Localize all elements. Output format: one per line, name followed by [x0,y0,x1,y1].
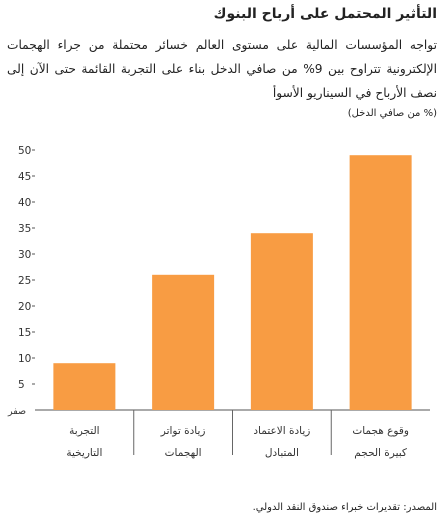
y-tick-label: 35 [18,223,31,235]
category-label: زيادة الاعتماد [253,425,310,437]
y-tick-label: 50 [18,145,31,157]
chart-subtitle: تواجه المؤسسات المالية على مستوى العالم … [7,38,438,100]
category-label: كبيرة الحجم [354,447,407,459]
chart-title: التأثير المحتمل على أرباح البنوك [213,6,437,22]
y-tick-label: 25 [18,275,31,287]
y-tick-label: 40 [18,197,31,209]
category-label: زيادة تواتر [160,425,206,437]
y-tick-label: 10 [18,353,31,365]
category-label: وقوع هجمات [352,425,409,437]
category-label: التجربة [69,425,99,437]
bar [152,274,215,410]
y-tick-label: 5 [18,379,25,391]
y-tick-label: 20 [18,301,31,313]
y-tick-label-zero: صفر [7,406,26,417]
bar [53,363,116,410]
y-tick-label: 45 [18,171,31,183]
source-note: المصدر: تقديرات خبراء صندوق النقد الدولي… [252,502,437,513]
category-label: الهجمات [165,447,202,459]
y-tick-label: 30 [18,249,31,261]
y-tick-label: 15 [18,327,31,339]
bar [349,155,412,410]
category-label: التاريخية [66,447,102,459]
y-axis-label: (% من صافي الدخل) [347,108,437,119]
bar [250,233,313,410]
category-label: المتبادل [265,447,299,459]
